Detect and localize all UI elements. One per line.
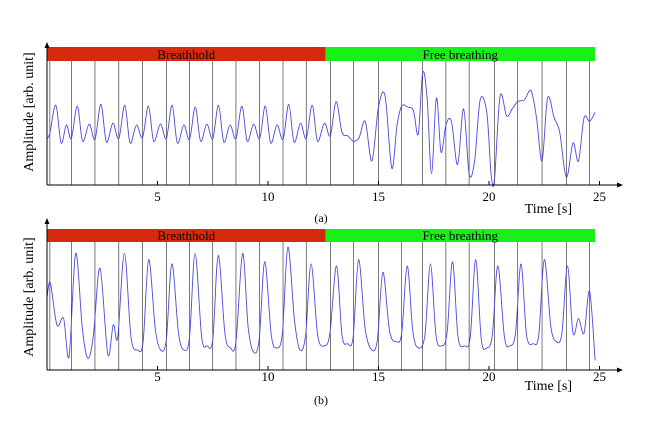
series-line [46,71,596,188]
x-tick-labels-a: 5 10 15 20 25 [154,189,606,204]
x-tick-label: 10 [262,189,275,204]
x-tick-label: 25 [593,189,606,204]
x-ticks-b [157,366,600,370]
phase-label-breathhold: Breathhold [157,47,215,62]
y-axis-label-b: Amplitude [arb. unit] [22,237,37,356]
x-tick-label: 20 [483,369,496,384]
marker-lines-b [49,242,590,370]
phase-bar-free-breathing [325,47,596,61]
plot-series-b [46,246,596,361]
phase-labels-b: Breathhold Free breathing [157,228,498,243]
y-axis-arrow-a [44,42,50,48]
x-tick-labels-b: 5 10 15 20 25 [154,369,606,384]
panel-b: Breathhold Free breathing 5 10 15 20 25 Time … [22,218,623,407]
plot-series-a [46,71,596,188]
y-axis-label-a: Amplitude [arb. unit] [22,52,37,171]
caption-b: (b) [314,393,328,407]
y-axis-arrow-b [44,218,50,224]
phase-labels-a: Breathhold Free breathing [157,47,498,62]
x-axis-arrow-a [617,182,623,188]
marker-lines-a [49,61,590,185]
phase-bar-breathhold [47,47,326,61]
panel-a: Breathhold Free breathing 5 10 15 20 25 Time … [22,42,623,225]
x-tick-label: 20 [483,189,496,204]
phase-label-free-breathing: Free breathing [423,228,499,243]
x-tick-label: 5 [154,369,161,384]
x-tick-label: 15 [372,189,385,204]
phase-label-breathhold: Breathhold [157,228,215,243]
x-axis-label-b: Time [s] [525,379,572,394]
x-axis-arrow-b [617,367,623,373]
phase-label-free-breathing: Free breathing [423,47,499,62]
phase-bar-breathhold [47,229,326,242]
phase-bars-a [47,47,596,61]
x-tick-label: 25 [593,369,606,384]
series-line [46,246,596,361]
phase-bar-free-breathing [325,229,596,242]
x-tick-label: 10 [262,369,275,384]
caption-a: (a) [314,211,327,225]
x-ticks-a [157,181,600,185]
x-tick-label: 15 [372,369,385,384]
phase-bars-b [47,229,596,242]
x-axis-label-a: Time [s] [525,202,572,217]
x-tick-label: 5 [154,189,161,204]
